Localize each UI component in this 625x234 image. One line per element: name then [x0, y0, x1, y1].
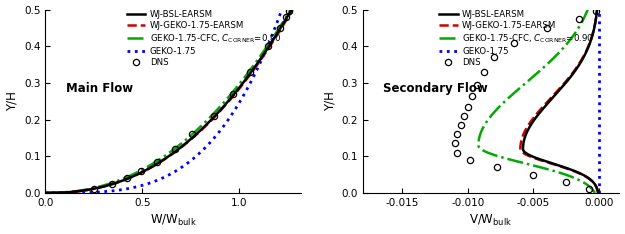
Text: Main Flow: Main Flow [66, 82, 133, 95]
Legend: WJ-BSL-EARSM, WJ-GEKO-1.75-EARSM, GEKO-1.75-CFC, $C_{\mathregular{CORNER}}$=0.90: WJ-BSL-EARSM, WJ-GEKO-1.75-EARSM, GEKO-1… [439, 10, 594, 67]
Y-axis label: Y/H: Y/H [6, 91, 19, 111]
Y-axis label: Y/H: Y/H [323, 91, 336, 111]
Text: Secondary Flow: Secondary Flow [383, 82, 488, 95]
Legend: WJ-BSL-EARSM, WJ-GEKO-1.75-EARSM, GEKO-1.75-CFC, $C_{\mathregular{CORNER}}$=0.90: WJ-BSL-EARSM, WJ-GEKO-1.75-EARSM, GEKO-1… [126, 10, 281, 67]
X-axis label: W/W$_\mathregular{bulk}$: W/W$_\mathregular{bulk}$ [150, 213, 197, 228]
X-axis label: V/W$_\mathregular{bulk}$: V/W$_\mathregular{bulk}$ [469, 213, 512, 228]
